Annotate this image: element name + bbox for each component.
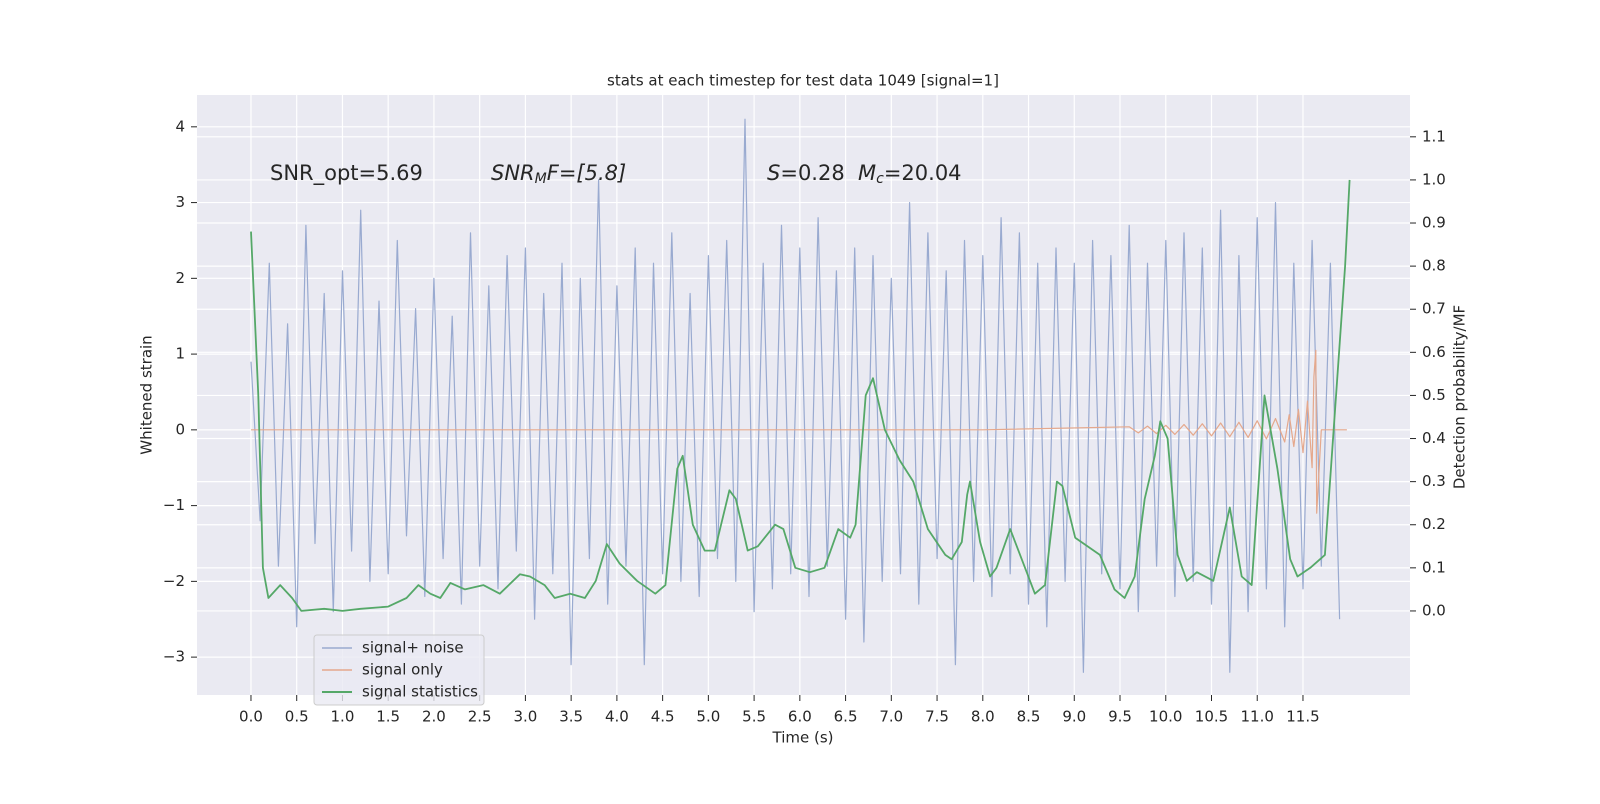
x-tick-label: 10.0 <box>1149 708 1182 726</box>
x-tick-label: 10.5 <box>1195 708 1228 726</box>
legend-box <box>313 634 485 706</box>
x-tick-label: 2.5 <box>468 708 492 726</box>
legend-label: signal statistics <box>362 683 478 701</box>
x-tick-label: 5.0 <box>696 708 720 726</box>
y2-tick-label: 0.9 <box>1422 214 1446 232</box>
chart-title: stats at each timestep for test data 104… <box>607 72 999 90</box>
x-tick-label: 0.5 <box>285 708 309 726</box>
y2-tick-label: 0.1 <box>1422 558 1446 576</box>
y-tick-label: 1 <box>175 345 185 363</box>
annotation-part: SNR <box>491 161 535 185</box>
x-tick-label: 4.5 <box>651 708 675 726</box>
x-tick-label: 7.0 <box>879 708 903 726</box>
x-tick-label: 0.0 <box>239 708 263 726</box>
y2-tick-label: 0.7 <box>1422 300 1446 318</box>
legend: signal+ noise signal only signal statistic… <box>313 634 485 706</box>
series-line <box>251 349 1347 514</box>
x-tick-label: 1.0 <box>331 708 355 726</box>
x-tick-label: 5.5 <box>742 708 766 726</box>
x-axis-label: Time (s) <box>772 729 834 747</box>
x-tick-label: 3.5 <box>559 708 583 726</box>
series-line <box>250 118 1341 673</box>
y-tick-label: 3 <box>175 193 185 211</box>
x-tick-label: 11.5 <box>1286 708 1319 726</box>
y-tick-label: 2 <box>175 269 185 287</box>
x-tick-label: 8.5 <box>1017 708 1041 726</box>
y-tick-label: 0 <box>175 420 185 438</box>
y2-tick-label: 0.0 <box>1422 601 1446 619</box>
series-line <box>250 179 1351 612</box>
y2-tick-label: 0.4 <box>1422 429 1446 447</box>
x-tick-label: 3.0 <box>513 708 537 726</box>
annotation: SNR_opt=5.69 <box>270 161 423 186</box>
y2-tick-label: 0.2 <box>1422 515 1446 533</box>
y-tick-label: 4 <box>175 117 185 135</box>
y2-tick-label: 1.1 <box>1422 127 1446 145</box>
y2-tick-label: 1.0 <box>1422 170 1446 188</box>
x-tick-label: 8.0 <box>971 708 995 726</box>
x-tick-label: 4.0 <box>605 708 629 726</box>
x-tick-label: 9.5 <box>1108 708 1132 726</box>
legend-label: signal+ noise <box>362 639 464 657</box>
legend-label: signal only <box>362 661 443 679</box>
y-tick-label: −3 <box>163 648 185 666</box>
annotation-part: M <box>535 171 547 187</box>
x-tick-label: 6.0 <box>788 708 812 726</box>
annotation-part: =20.04 <box>884 161 962 185</box>
annotation-part: =0.28 <box>780 161 844 185</box>
y2-tick-label: 0.5 <box>1422 386 1446 404</box>
x-tick-label: 7.5 <box>925 708 949 726</box>
x-tick-label: 1.5 <box>376 708 400 726</box>
annotation-part: M <box>858 161 876 185</box>
y-tick-label: −2 <box>163 572 185 590</box>
annotation: SNRMF=[5.8] <box>491 161 626 187</box>
x-tick-label: 11.0 <box>1241 708 1274 726</box>
annotation-part: S <box>767 161 780 185</box>
annotation-part: c <box>876 171 884 187</box>
y2-tick-label: 0.8 <box>1422 257 1446 275</box>
x-tick-label: 6.5 <box>834 708 858 726</box>
y-axis-label: Whitened strain <box>138 335 156 454</box>
y-tick-label: −1 <box>163 496 185 514</box>
y2-axis-label: Detection probability/MF <box>1451 305 1469 489</box>
annotation: S=0.28 Mc=20.04 <box>767 161 962 187</box>
x-tick-label: 9.0 <box>1062 708 1086 726</box>
x-tick-label: 2.0 <box>422 708 446 726</box>
annotation-part: F=[5.8] <box>547 161 626 185</box>
y2-tick-label: 0.6 <box>1422 343 1446 361</box>
y2-tick-label: 0.3 <box>1422 472 1446 490</box>
